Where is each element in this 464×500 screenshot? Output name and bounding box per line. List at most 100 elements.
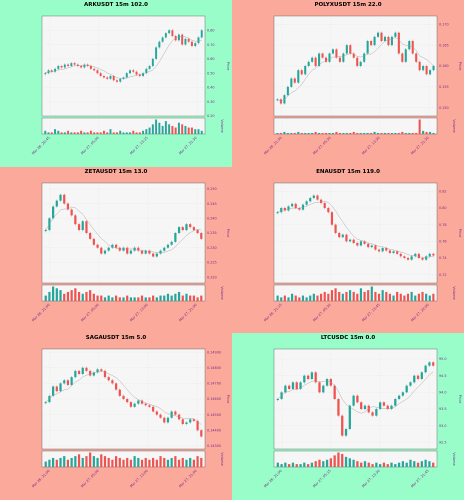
- candle-body: [345, 45, 348, 54]
- volume-bar: [287, 297, 290, 301]
- volume-bar: [345, 132, 348, 134]
- volume-bar: [367, 290, 370, 301]
- candle-body: [111, 380, 114, 384]
- candle-body: [432, 253, 435, 256]
- y-tick-label: 0.30: [207, 100, 215, 104]
- volume-bar: [380, 132, 383, 134]
- candle-body: [168, 30, 171, 34]
- volume-bar: [89, 130, 92, 134]
- volume-bar: [152, 295, 155, 301]
- candle-body: [325, 379, 329, 386]
- chart-title: ARKUSDT 15m 102.0: [83, 2, 148, 8]
- volume-bar: [93, 132, 96, 134]
- volume-bar: [366, 132, 369, 134]
- candle-body: [377, 249, 381, 252]
- candle-body: [57, 66, 60, 69]
- candle-body: [288, 385, 291, 389]
- y-tick-label: 0.150: [439, 106, 449, 110]
- candle-body: [417, 253, 420, 258]
- candle-body: [85, 221, 88, 233]
- candle-body: [404, 49, 407, 62]
- volume-bar: [161, 125, 164, 134]
- y-axis-label: Price: [226, 395, 230, 405]
- volume-bar: [89, 290, 92, 301]
- volume-bar: [107, 457, 110, 467]
- volume-bar: [390, 132, 393, 134]
- volume-bar: [310, 462, 314, 467]
- candle-body: [106, 77, 109, 79]
- volume-bar: [44, 461, 47, 467]
- candle-body: [116, 80, 118, 82]
- volume-bar: [417, 293, 420, 301]
- candle-body: [312, 195, 315, 198]
- candle-body: [142, 73, 145, 76]
- volume-bar: [81, 457, 84, 467]
- y-tick-label: 92.5: [439, 441, 447, 445]
- volume-bar: [190, 127, 193, 134]
- volume-bar: [322, 461, 325, 467]
- candle-body: [316, 195, 319, 200]
- volume-bar: [331, 132, 334, 134]
- candle-body: [344, 429, 348, 436]
- candle-body: [356, 57, 359, 66]
- volume-bar: [70, 290, 73, 301]
- volume-bar: [392, 295, 395, 301]
- y-tick-label: 0.76: [439, 240, 447, 244]
- volume-bar: [424, 459, 427, 467]
- volume-bar: [387, 132, 390, 134]
- volume-bar: [309, 295, 312, 301]
- volume-bar: [397, 132, 400, 134]
- candle-body: [73, 63, 76, 65]
- volume-bar: [420, 461, 423, 467]
- y-tick-label: 0.220: [207, 275, 217, 279]
- y-tick-label: 93.5: [439, 407, 447, 411]
- volume-bar: [54, 129, 57, 134]
- x-tick-label: Mar 26, 21:15: [263, 303, 283, 323]
- candle-body: [327, 208, 330, 213]
- volume-bar: [100, 295, 103, 301]
- candle-body: [155, 411, 158, 415]
- volume-bar: [428, 461, 431, 467]
- candle-body: [129, 70, 131, 74]
- volume-bar: [352, 131, 355, 134]
- volume-bar: [333, 455, 336, 467]
- candle-body: [331, 49, 334, 54]
- volume-bar: [109, 129, 112, 134]
- candle-body: [171, 30, 174, 36]
- volume-bar: [432, 132, 435, 134]
- candle-body: [323, 203, 326, 208]
- x-tick-label: Mar 27, 05:00: [80, 136, 100, 156]
- candle-body: [392, 251, 395, 253]
- volume-bar: [155, 459, 158, 467]
- candle-body: [356, 395, 359, 403]
- candle-body: [410, 256, 413, 260]
- y-axis-label: Price: [226, 62, 230, 72]
- volume-bar: [379, 464, 382, 467]
- chart-svg: 0.250 0.245 0.240 0.235 0.230 0.225 0.220 Mar 2…: [31, 182, 230, 322]
- volume-bar: [338, 132, 341, 134]
- candle-body: [63, 380, 66, 384]
- volume-bar: [103, 297, 107, 301]
- volume-bar: [100, 454, 103, 467]
- chart-title: ENAUSDT 15m 119.0: [316, 169, 380, 175]
- x-tick-label: Mar 27, 13:30: [361, 469, 381, 489]
- candle-body: [163, 247, 166, 251]
- volume-bar: [47, 132, 50, 134]
- volume-bar: [163, 457, 166, 467]
- x-tick-label: Mar 27, 13:00: [129, 469, 149, 489]
- candle-body: [63, 64, 66, 68]
- volume-bar: [416, 462, 420, 467]
- candle-body: [305, 201, 308, 205]
- candle-body: [144, 403, 147, 406]
- x-tick-label: Mar 26, 20:45: [31, 136, 51, 156]
- x-tick-label: Mar 27, 21:45: [410, 469, 430, 489]
- candle-body: [74, 215, 77, 225]
- volume-plot-area: [273, 450, 438, 468]
- candle-body: [80, 66, 83, 68]
- candle-body: [397, 32, 400, 54]
- candle-body: [303, 375, 306, 383]
- candle-body: [379, 402, 382, 409]
- y-tick-label: 0.80: [439, 206, 447, 210]
- candle-body: [333, 385, 336, 399]
- y-tick-label: 0.240: [207, 216, 217, 220]
